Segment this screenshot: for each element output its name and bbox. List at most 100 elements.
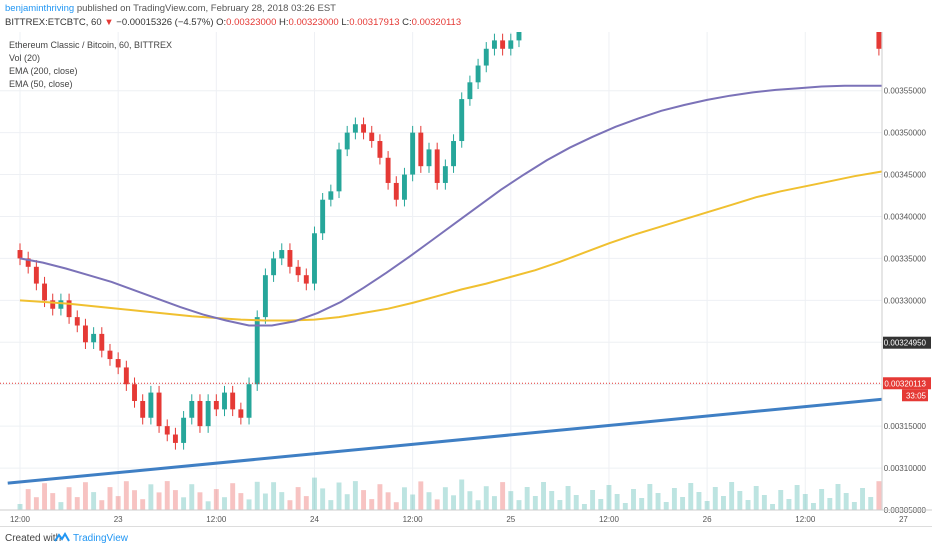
candle-body — [410, 132, 416, 175]
volume-bar — [655, 493, 661, 510]
candle-body — [17, 250, 23, 259]
candle-body — [213, 400, 219, 410]
volume-bar — [590, 490, 596, 510]
legend-ema200: EMA (200, close) — [9, 66, 78, 76]
footer-bar: Created with TradingView — [0, 526, 932, 551]
x-tick-label: 25 — [506, 515, 515, 524]
candle-body — [336, 149, 342, 192]
low-label: L: — [341, 17, 350, 28]
volume-bar — [132, 490, 137, 510]
candle-body — [377, 141, 383, 158]
change-value: −0.00015326 (−4.57%) — [116, 17, 214, 28]
volume-bar — [712, 487, 718, 510]
price-chart[interactable]: 0.00355000 0.00350000 0.00345000 0.00340000… — [0, 32, 932, 526]
tradingview-link[interactable]: TradingView — [73, 533, 129, 544]
volume-bar — [33, 497, 39, 510]
ema50-line — [19, 83, 932, 327]
volume-bar — [434, 499, 440, 510]
x-tick-label: 23 — [114, 515, 123, 524]
volume-bar — [181, 497, 187, 510]
candle-body — [320, 199, 326, 234]
volume-bar — [361, 490, 367, 510]
candle-body — [115, 359, 121, 368]
volume-bar — [532, 496, 538, 510]
volume-bar — [222, 497, 227, 510]
volume-bar — [459, 479, 465, 510]
volume-bar — [58, 502, 64, 510]
candle-body — [385, 157, 391, 183]
candle-body — [295, 266, 301, 276]
y-tick-label: 0.00315000 — [884, 422, 927, 431]
low-value: 0.00317913 — [349, 17, 400, 28]
volume-bar — [737, 491, 743, 510]
volume-bar — [352, 481, 358, 510]
created-with-text: Created with — [5, 533, 62, 544]
volume-bar — [189, 484, 195, 510]
x-tick-label: 12:00 — [599, 515, 620, 524]
volume-bar — [753, 486, 759, 510]
author-name[interactable]: benjaminthriving — [5, 3, 75, 14]
candle-body — [230, 392, 236, 410]
candle-body — [303, 275, 309, 284]
x-tick-label: 12:00 — [403, 515, 424, 524]
countdown-label: 33:05 — [906, 391, 927, 400]
volume-bar — [410, 494, 416, 510]
candle-body — [156, 392, 162, 427]
volume-bar — [42, 483, 47, 510]
volume-bar — [639, 498, 645, 510]
x-tick-label: 12:00 — [206, 515, 227, 524]
trend-line[interactable] — [7, 317, 932, 485]
volume-bar — [827, 498, 833, 510]
volume-bar — [303, 496, 309, 510]
y-tick-label: 0.00340000 — [884, 212, 927, 221]
volume-bar — [393, 502, 399, 510]
volume-bar — [598, 499, 604, 510]
candle-body — [107, 350, 113, 360]
volume-bar — [524, 487, 530, 510]
volume-bar — [451, 495, 456, 510]
volume-bar — [336, 482, 342, 510]
volume-bar — [843, 493, 849, 510]
volume-bar — [565, 486, 571, 510]
volume-bar — [647, 484, 653, 510]
volume-bar — [82, 482, 88, 510]
countdown-box — [902, 389, 928, 402]
candle-body — [483, 48, 489, 66]
volume-bar — [680, 497, 686, 510]
volume-bar — [500, 482, 506, 510]
ema200-line — [19, 163, 932, 322]
volume-bar — [483, 486, 489, 510]
volume-bar — [295, 487, 301, 510]
candle-body — [369, 132, 375, 142]
candle-body — [238, 409, 244, 418]
high-value: 0.00323000 — [288, 17, 339, 28]
plot-area — [0, 32, 882, 510]
volume-bar — [704, 501, 710, 510]
volume-bar — [851, 502, 857, 510]
candle-body — [500, 40, 506, 49]
candle-body — [66, 300, 72, 318]
candle-body — [344, 132, 350, 150]
close-value: 0.00320113 — [411, 17, 462, 28]
candle-body — [434, 149, 440, 183]
volume-bar — [205, 501, 211, 510]
candle-body — [352, 124, 358, 133]
candle-body — [467, 82, 473, 100]
volume-bar — [745, 500, 751, 510]
volume-bar — [328, 500, 334, 510]
y-tick-label: 0.00350000 — [884, 129, 927, 138]
volume-bar — [622, 503, 628, 510]
volume-bar — [786, 499, 792, 510]
candle-body — [164, 426, 170, 435]
volume-bar — [581, 504, 587, 510]
down-arrow-icon: ▼ — [104, 17, 114, 28]
candle-body — [205, 400, 211, 427]
volume-bar — [876, 481, 882, 510]
volume-bar — [663, 502, 669, 510]
volume-bar — [557, 500, 563, 510]
price-marker-box — [883, 377, 931, 390]
volume-bar — [164, 481, 170, 510]
volume-bar — [279, 492, 285, 510]
volume-bar — [721, 496, 726, 510]
candle-body — [451, 141, 456, 167]
